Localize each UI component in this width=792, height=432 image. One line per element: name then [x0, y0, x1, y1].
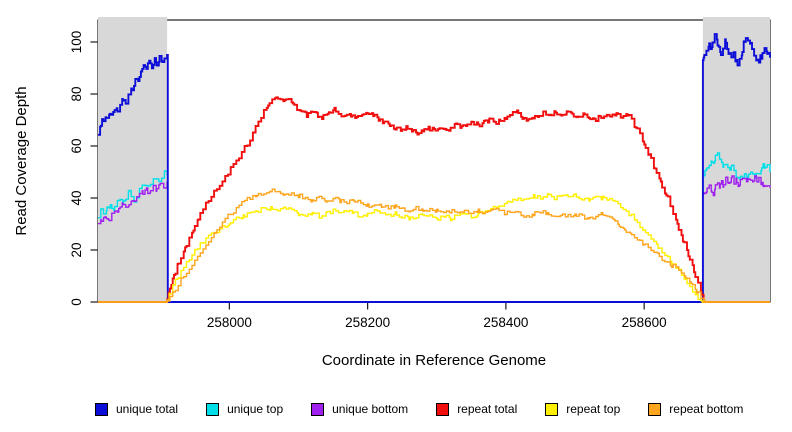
series-line-unique-top	[98, 152, 771, 303]
y-tick-label: 40	[69, 190, 84, 205]
legend-item-repeat-bottom: repeat bottom	[648, 402, 743, 416]
plot-box	[97, 19, 771, 303]
legend-label: unique bottom	[332, 402, 409, 416]
legend: unique total unique top unique bottom repea…	[95, 401, 743, 417]
x-tick-label: 258000	[207, 315, 252, 330]
legend-item-unique-bottom: unique bottom	[311, 402, 408, 416]
legend-label: unique total	[116, 402, 179, 416]
legend-swatch-unique-top	[206, 402, 220, 416]
y-tick-label: 100	[69, 31, 84, 54]
legend-item-repeat-top: repeat top	[545, 402, 620, 416]
legend-swatch-repeat-top	[545, 402, 559, 416]
shaded-region	[702, 17, 770, 302]
y-tick-label: 0	[69, 298, 84, 306]
series-line-repeat-top	[98, 193, 770, 303]
legend-label: unique top	[227, 402, 284, 416]
series-line-repeat-bottom	[98, 188, 770, 303]
legend-item-repeat-total: repeat total	[436, 402, 517, 416]
legend-label: repeat bottom	[669, 402, 744, 416]
y-axis-title: Read Coverage Depth	[13, 86, 30, 236]
series-line-unique-bottom	[98, 175, 771, 303]
x-tick-label: 258200	[345, 315, 390, 330]
series-line-repeat-total	[98, 96, 770, 303]
legend-item-unique-top: unique top	[206, 402, 283, 416]
y-tick-label: 80	[69, 86, 84, 101]
x-tick-label: 258600	[622, 315, 667, 330]
legend-swatch-repeat-total	[436, 402, 450, 416]
x-tick-label: 258400	[483, 315, 528, 330]
y-tick-label: 60	[69, 138, 84, 153]
legend-swatch-repeat-bottom	[648, 402, 662, 416]
legend-swatch-unique-bottom	[311, 402, 325, 416]
x-axis-title: Coordinate in Reference Genome	[321, 352, 547, 369]
y-tick-label: 20	[69, 242, 84, 257]
legend-label: repeat top	[566, 402, 621, 416]
legend-swatch-unique-total	[95, 402, 108, 416]
series-line-unique-total	[98, 33, 771, 303]
legend-item-unique-total: unique total	[95, 402, 178, 416]
legend-label: repeat total	[457, 402, 518, 416]
